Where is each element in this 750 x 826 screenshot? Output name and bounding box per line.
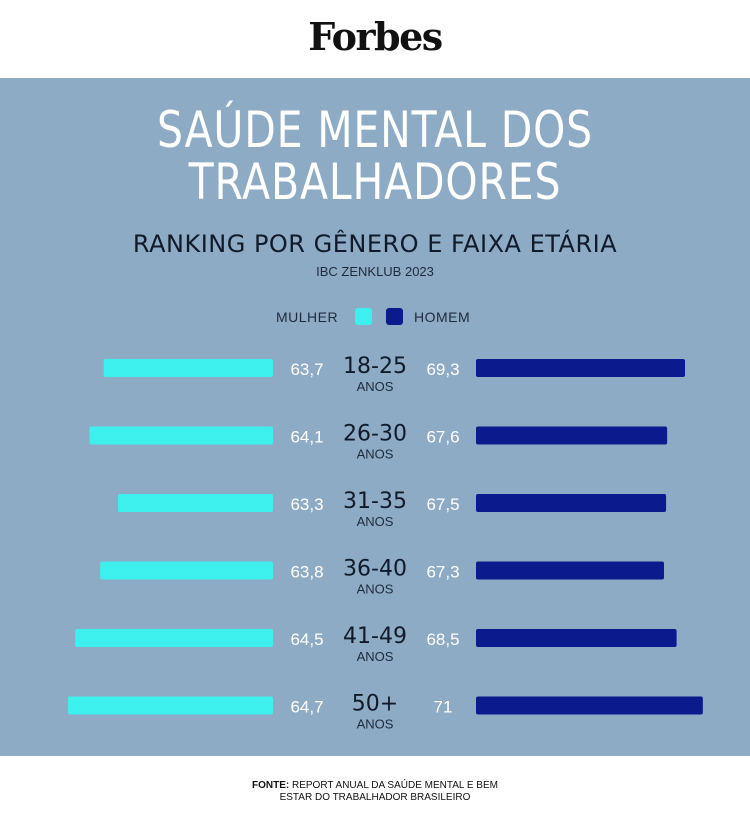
value-label-homem: 71 (434, 698, 453, 717)
value-label-homem: 68,5 (426, 630, 459, 649)
age-unit-label: ANOS (357, 649, 394, 664)
page-title: SAÚDE MENTAL DOS TRABALHADORES (68, 104, 683, 208)
source-text-line-1: REPORT ANUAL DA SAÚDE MENTAL E BEM (292, 780, 498, 791)
age-range-label: 31-35 (343, 489, 407, 514)
source-text-line-2: ESTAR DO TRABALHADOR BRASILEIRO (279, 792, 471, 803)
age-unit-label: ANOS (357, 514, 394, 529)
bar-mulher (75, 629, 273, 647)
bar-mulher (100, 561, 274, 580)
age-range-label: 26-30 (343, 422, 407, 447)
age-range-label: 36-40 (343, 557, 407, 582)
value-label-homem: 67,5 (426, 495, 459, 514)
legend-swatch-homem (386, 308, 403, 325)
bar-homem (476, 561, 664, 580)
bar-mulher (103, 359, 273, 377)
title-line-2: TRABALHADORES (188, 153, 562, 211)
source-note: FONTE: REPORT ANUAL DA SAÚDE MENTAL E BE… (0, 780, 750, 804)
bar-mulher (68, 696, 274, 715)
bar-mulher (89, 426, 273, 445)
age-range-label: 18-25 (343, 354, 407, 379)
value-label-mulher: 64,7 (290, 698, 323, 717)
age-range-label: 50+ (352, 692, 398, 717)
chart-subtitle: RANKING POR GÊNERO E FAIXA ETÁRIA (132, 230, 618, 258)
bar-homem (476, 494, 667, 512)
value-label-mulher: 63,7 (290, 360, 323, 379)
age-range-label: 41-49 (343, 624, 407, 649)
value-label-homem: 69,3 (426, 360, 459, 379)
legend-label-mulher: MULHER (276, 309, 339, 325)
age-unit-label: ANOS (357, 379, 394, 394)
legend-swatch-mulher (355, 308, 372, 325)
legend-label-homem: HOMEM (414, 309, 471, 325)
forbes-logo: Forbes (308, 14, 443, 59)
age-unit-label: ANOS (357, 582, 394, 597)
source-tag: IBC ZENKLUB 2023 (316, 264, 434, 279)
value-label-homem: 67,3 (426, 563, 459, 582)
bar-homem (476, 629, 677, 647)
value-label-mulher: 63,3 (290, 495, 323, 514)
value-label-mulher: 64,1 (290, 428, 323, 447)
bar-homem (476, 426, 668, 445)
header: Forbes (0, 0, 750, 78)
bar-homem (476, 696, 703, 715)
value-label-mulher: 63,8 (290, 563, 323, 582)
bar-homem (476, 359, 685, 377)
title-line-1: SAÚDE MENTAL DOS (156, 101, 594, 159)
value-label-mulher: 64,5 (290, 630, 323, 649)
age-unit-label: ANOS (357, 717, 394, 732)
value-label-homem: 67,6 (426, 428, 459, 447)
footer (0, 756, 750, 826)
bar-mulher (118, 494, 273, 512)
age-unit-label: ANOS (357, 447, 394, 462)
source-label: FONTE: (252, 780, 290, 791)
